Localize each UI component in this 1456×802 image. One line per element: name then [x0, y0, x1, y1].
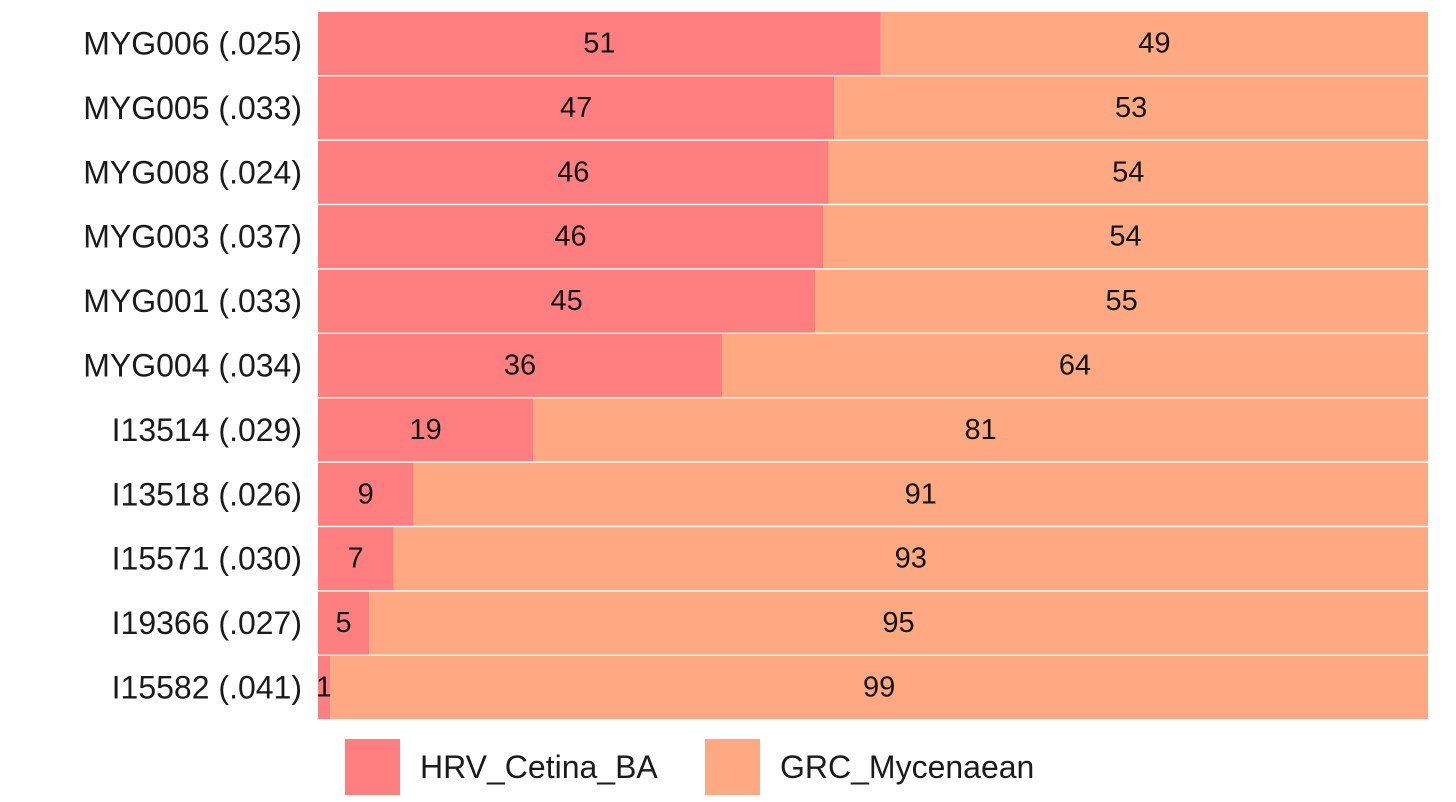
- data-label: 64: [1059, 350, 1091, 382]
- data-label: 93: [895, 543, 927, 575]
- row-labels-group: MYG006 (.025) MYG005 (.033) MYG008 (.024) M…: [83, 26, 302, 706]
- data-label: 19: [410, 414, 442, 446]
- bar-segment-hrv-cetina-ba: [318, 269, 816, 333]
- data-label: 49: [1138, 28, 1170, 60]
- data-label: 54: [1109, 221, 1141, 253]
- data-label: 91: [905, 478, 937, 510]
- row-label: MYG001 (.033): [83, 283, 302, 319]
- bar-segment-hrv-cetina-ba: [318, 398, 534, 462]
- legend-swatch: [705, 739, 760, 795]
- bar-segment-hrv-cetina-ba: [318, 334, 723, 397]
- data-label: 53: [1115, 92, 1147, 124]
- bar-segment-grc-mycenaean: [828, 140, 1428, 204]
- bars-group: 51 49 47 53 46 54 46 54 45 55 36 64 19 81 9 91 7 93 5 95 1 99: [316, 12, 1429, 719]
- bar-segment-hrv-cetina-ba: [318, 12, 881, 75]
- bar-segment-grc-mycenaean: [413, 462, 1429, 526]
- bar-segment-hrv-cetina-ba: [318, 462, 414, 526]
- data-label: 46: [554, 221, 586, 253]
- row-label: I15582 (.041): [112, 670, 302, 706]
- legend: HRV_Cetina_BA GRC_Mycenaean: [345, 739, 1034, 795]
- data-label: 46: [557, 156, 589, 188]
- data-label: 81: [965, 414, 997, 446]
- row-label: MYG004 (.034): [83, 348, 302, 384]
- row-label: MYG005 (.033): [83, 90, 302, 126]
- bar-segment-hrv-cetina-ba: [318, 656, 331, 719]
- data-label: 47: [560, 92, 592, 124]
- bar-segment-grc-mycenaean: [533, 398, 1428, 462]
- bar-segment-hrv-cetina-ba: [318, 591, 370, 655]
- bar-segment-grc-mycenaean: [393, 527, 1429, 591]
- data-label: 7: [348, 543, 364, 575]
- row-label: I15571 (.030): [112, 541, 302, 577]
- bar-segment-hrv-cetina-ba: [318, 205, 824, 269]
- legend-label: HRV_Cetina_BA: [420, 749, 658, 785]
- row-label: I13514 (.029): [112, 412, 302, 448]
- bar-segment-grc-mycenaean: [330, 656, 1429, 719]
- bar-segment-hrv-cetina-ba: [318, 76, 835, 140]
- bar-segment-hrv-cetina-ba: [318, 527, 394, 591]
- data-label: 36: [504, 350, 536, 382]
- bar-segment-grc-mycenaean: [834, 76, 1428, 140]
- row-label: MYG008 (.024): [83, 154, 302, 190]
- data-label: 1: [316, 672, 332, 704]
- bar-segment-grc-mycenaean: [815, 269, 1428, 333]
- row-label: I13518 (.026): [112, 476, 302, 512]
- row-label: MYG006 (.025): [83, 26, 302, 62]
- data-label: 54: [1112, 156, 1144, 188]
- legend-swatch: [345, 739, 400, 795]
- data-label: 51: [583, 28, 615, 60]
- bar-segment-grc-mycenaean: [880, 12, 1428, 75]
- legend-label: GRC_Mycenaean: [780, 749, 1034, 785]
- row-label: MYG003 (.037): [83, 219, 302, 255]
- bar-segment-hrv-cetina-ba: [318, 140, 829, 204]
- data-label: 45: [551, 285, 583, 317]
- row-label: I19366 (.027): [112, 605, 302, 641]
- data-label: 55: [1106, 285, 1138, 317]
- data-label: 9: [358, 478, 374, 510]
- bar-segment-grc-mycenaean: [369, 591, 1428, 655]
- data-label: 99: [863, 672, 895, 704]
- bar-segment-grc-mycenaean: [823, 205, 1428, 269]
- data-label: 5: [335, 607, 351, 639]
- data-label: 95: [882, 607, 914, 639]
- bar-segment-grc-mycenaean: [722, 334, 1428, 397]
